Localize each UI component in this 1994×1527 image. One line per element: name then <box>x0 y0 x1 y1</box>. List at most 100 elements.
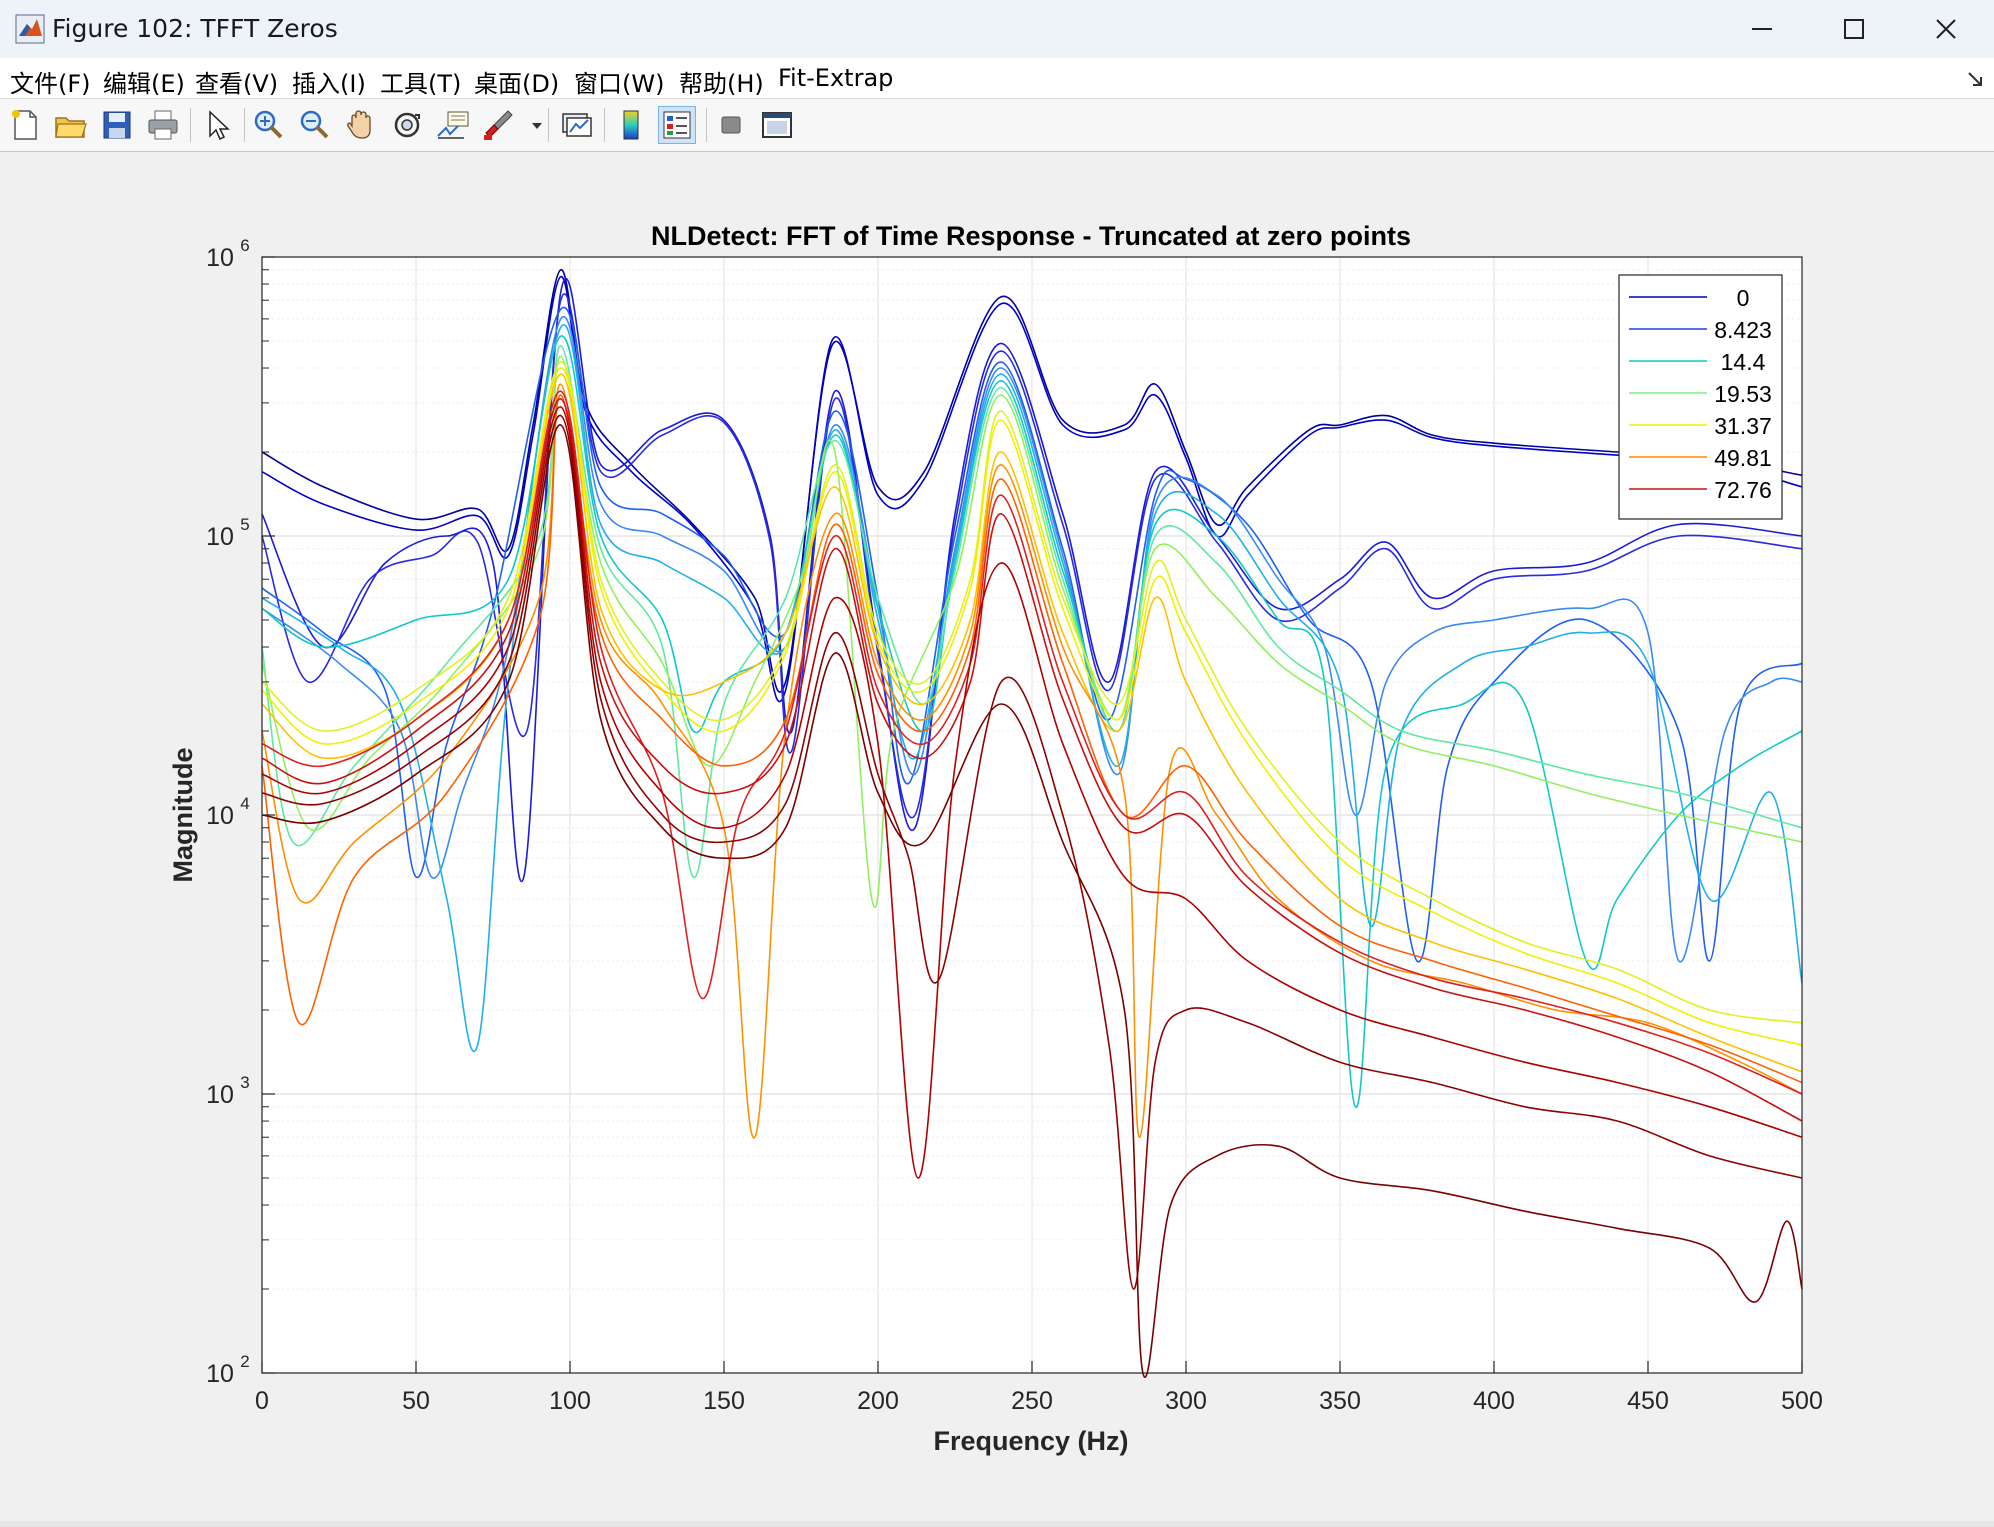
menu-window[interactable]: 窗口(W) <box>574 70 665 98</box>
series-line <box>261 367 1803 1046</box>
zoom-out-button[interactable] <box>296 106 334 144</box>
toolbar-separator <box>706 108 707 142</box>
colorbar-button[interactable] <box>612 106 650 144</box>
zoom-in-icon <box>254 110 283 139</box>
minimize-button[interactable] <box>1716 0 1808 58</box>
toolbar-separator <box>604 108 605 142</box>
toolbar-separator <box>244 108 245 142</box>
chart-title: NLDetect: FFT of Time Response - Truncat… <box>651 221 1411 251</box>
toolbar-separator <box>548 108 549 142</box>
data-cursor-icon <box>437 111 469 139</box>
legend-label: 8.423 <box>1714 317 1772 343</box>
print-icon <box>148 110 178 140</box>
legend-label: 19.53 <box>1714 381 1772 407</box>
window-titlebar: Figure 102: TFFT Zeros <box>0 0 1994 59</box>
new-figure-icon <box>12 110 37 140</box>
menu-fit-extrap[interactable]: Fit-Extrap <box>778 64 894 92</box>
open-file-button[interactable] <box>52 106 90 144</box>
legend-label: 14.4 <box>1721 349 1766 375</box>
figure-toolbar <box>0 99 1994 152</box>
link-plot-button[interactable] <box>558 106 596 144</box>
legend-button[interactable] <box>658 106 696 144</box>
open-file-icon <box>55 117 87 138</box>
series-line <box>261 398 1803 1122</box>
zoom-in-button[interactable] <box>250 106 288 144</box>
undock-arrow-icon[interactable] <box>1966 70 1984 88</box>
series-line <box>261 335 1803 1108</box>
series-line <box>261 323 1803 1053</box>
y-tick-label: 10 <box>206 523 234 551</box>
legend-label: 72.76 <box>1714 477 1772 503</box>
series-line <box>261 390 1803 1095</box>
y-tick-label: 10 <box>206 244 234 272</box>
colorbar-icon <box>623 110 639 140</box>
pan-hand-icon <box>347 110 371 139</box>
hide-tools-icon <box>721 116 741 134</box>
menu-insert[interactable]: 插入(I) <box>292 70 366 98</box>
series-line <box>261 275 1803 702</box>
show-tools-button[interactable] <box>758 106 796 144</box>
save-button[interactable] <box>98 106 136 144</box>
menu-tools[interactable]: 工具(T) <box>380 70 462 98</box>
pan-button[interactable] <box>342 106 380 144</box>
rotate-3d-button[interactable] <box>388 106 426 144</box>
brush-dropdown-icon[interactable] <box>530 119 544 133</box>
legend-label: 0 <box>1737 285 1750 311</box>
legend-box <box>1618 274 1783 520</box>
x-tick-label: 100 <box>549 1387 591 1415</box>
y-tick-exponent: 2 <box>240 1352 249 1371</box>
brush-icon <box>484 110 513 140</box>
legend-label: 31.37 <box>1714 413 1772 439</box>
x-tick-label: 150 <box>703 1387 745 1415</box>
maximize-button[interactable] <box>1808 0 1900 58</box>
select-arrow-icon <box>209 110 230 141</box>
x-tick-label: 450 <box>1627 1387 1669 1415</box>
save-icon <box>103 111 131 139</box>
print-button[interactable] <box>144 106 182 144</box>
data-cursor-button[interactable] <box>434 106 472 144</box>
series-line <box>261 345 1803 878</box>
x-tick-label: 300 <box>1165 1387 1207 1415</box>
x-tick-label: 50 <box>402 1387 430 1415</box>
x-tick-label: 400 <box>1473 1387 1515 1415</box>
menu-desktop[interactable]: 桌面(D) <box>474 70 560 98</box>
maximize-icon <box>1844 19 1864 39</box>
x-tick-label: 250 <box>1011 1387 1053 1415</box>
series-line <box>261 373 1803 1073</box>
menu-help[interactable]: 帮助(H) <box>679 70 764 98</box>
select-button[interactable] <box>198 106 236 144</box>
rotate-3d-icon <box>394 112 420 138</box>
window-title: Figure 102: TFFT Zeros <box>52 14 338 43</box>
close-button[interactable] <box>1900 0 1992 58</box>
zoom-out-icon <box>300 110 329 139</box>
new-figure-button[interactable] <box>6 106 44 144</box>
menu-bar: 文件(F) 编辑(E) 查看(V) 插入(I) 工具(T) 桌面(D) 窗口(W… <box>0 58 1994 99</box>
figure-canvas[interactable]: 0 50 100 150 200 250 300 350 400 450 500 10 2 10 3 10 4 1… <box>0 152 1994 1527</box>
legend-icon <box>663 111 691 139</box>
legend[interactable]: 0 8.423 14.4 19.53 31.37 49.81 72.76 <box>1618 274 1783 520</box>
x-tick-label: 500 <box>1781 1387 1823 1415</box>
series-line <box>261 414 1803 1290</box>
y-tick-exponent: 4 <box>240 794 249 813</box>
matlab-app-icon <box>15 14 45 44</box>
y-tick-exponent: 6 <box>240 236 249 255</box>
y-tick-label: 10 <box>206 1360 234 1388</box>
menu-view[interactable]: 查看(V) <box>195 70 279 98</box>
series-line <box>261 268 1803 693</box>
hide-tools-button[interactable] <box>712 106 750 144</box>
series-line <box>261 355 1803 909</box>
x-tick-label: 350 <box>1319 1387 1361 1415</box>
y-tick-label: 10 <box>206 1081 234 1109</box>
menu-file[interactable]: 文件(F) <box>10 70 91 98</box>
series-line <box>261 394 1803 1084</box>
minimize-icon <box>1752 28 1772 30</box>
x-tick-label: 0 <box>255 1387 269 1415</box>
brush-button[interactable] <box>480 106 518 144</box>
y-tick-exponent: 3 <box>240 1073 249 1092</box>
menu-edit[interactable]: 编辑(E) <box>103 70 185 98</box>
toolbar-separator <box>190 108 191 142</box>
y-axis-label: Magnitude <box>168 748 198 883</box>
window-bottom-edge <box>0 1521 1994 1527</box>
